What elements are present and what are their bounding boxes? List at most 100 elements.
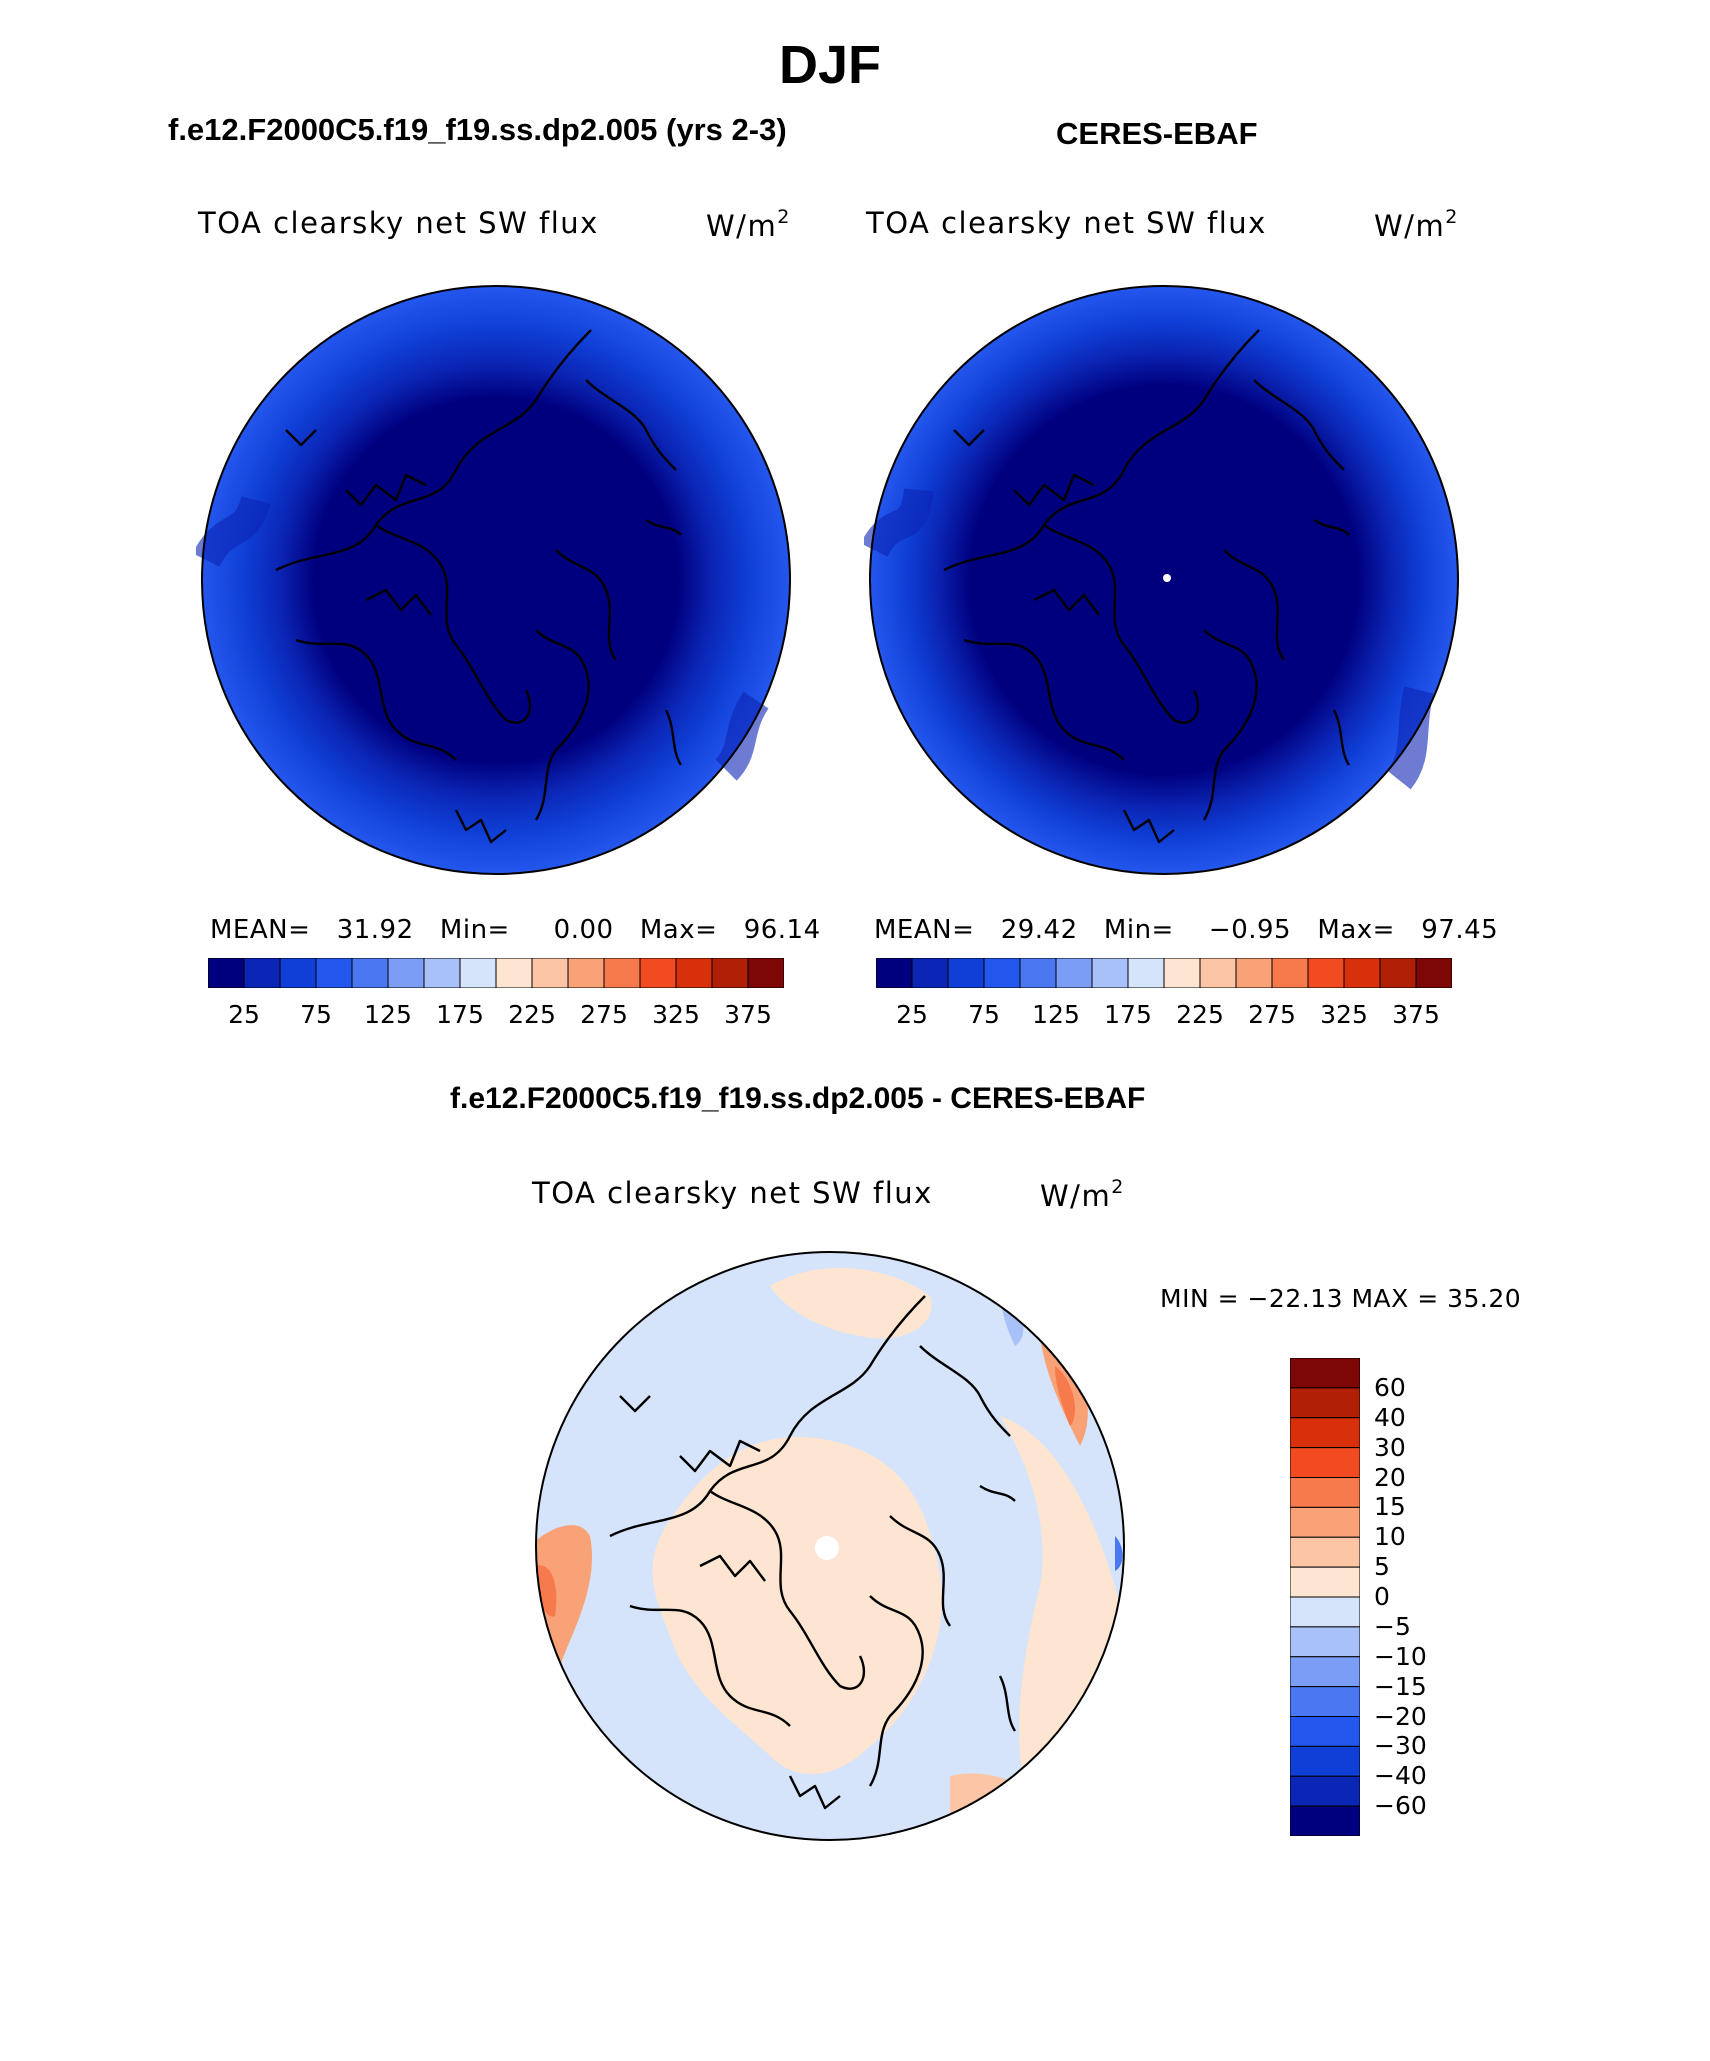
colorbar-label: 25 [896, 1000, 928, 1029]
colorbar-swatch [1289, 1566, 1361, 1598]
colorbar-label: 175 [1104, 1000, 1152, 1029]
colorbar-label: −10 [1374, 1641, 1427, 1671]
season-title: DJF [778, 35, 881, 95]
colorbar-label: 275 [1248, 1000, 1296, 1029]
colorbar-swatch [911, 957, 949, 989]
colorbar-swatch [747, 957, 785, 989]
colorbar-swatch [1289, 1686, 1361, 1717]
colorbar-swatch [603, 957, 641, 989]
obs-variable-label: TOA clearsky net SW flux [866, 206, 1267, 240]
colorbar-label: 375 [1392, 1000, 1440, 1029]
colorbar-label: −20 [1374, 1701, 1427, 1731]
colorbar-swatch [531, 957, 569, 989]
obs-polar-map [864, 285, 1459, 875]
colorbar-swatch [1235, 957, 1273, 989]
colorbar-swatch [1289, 1716, 1361, 1747]
colorbar-swatch [1019, 957, 1057, 989]
model-colorbar-labels: 25 75 125 175 225 275 325 375 [208, 1000, 784, 1030]
colorbar-swatch [207, 957, 245, 989]
diff-colorbar [1289, 1357, 1361, 1837]
colorbar-swatch [1289, 1805, 1361, 1837]
model-colorbar [207, 957, 785, 989]
colorbar-swatch [495, 957, 533, 989]
colorbar-swatch [1289, 1775, 1361, 1807]
colorbar-label: 75 [968, 1000, 1000, 1029]
colorbar-swatch [459, 957, 497, 989]
colorbar-swatch [351, 957, 389, 989]
colorbar-swatch [947, 957, 985, 989]
model-units-label: W/m2 [706, 206, 791, 243]
colorbar-swatch [983, 957, 1021, 989]
model-variable-label: TOA clearsky net SW flux [198, 206, 599, 240]
colorbar-swatch [1289, 1656, 1361, 1688]
model-case-title: f.e12.F2000C5.f19_f19.ss.dp2.005 (yrs 2-… [168, 112, 787, 147]
model-colorbar-swatches [207, 957, 785, 989]
colorbar-swatch [1289, 1745, 1361, 1777]
obs-colorbar-swatches [875, 957, 1453, 989]
colorbar-label: 15 [1374, 1492, 1406, 1522]
colorbar-label: 30 [1374, 1432, 1406, 1462]
colorbar-label: 5 [1374, 1552, 1390, 1582]
colorbar-label: 275 [580, 1000, 628, 1029]
colorbar-label: −15 [1374, 1671, 1427, 1701]
colorbar-swatch [243, 957, 281, 989]
diff-colorbar-labels: 60 40 30 20 15 10 5 0 −5 −10 −15 −20 −30 −40 −60 [1374, 1358, 1474, 1836]
model-polar-map [196, 285, 791, 875]
colorbar-swatch [279, 957, 317, 989]
obs-colorbar [875, 957, 1453, 989]
diff-units-label: W/m2 [1040, 1176, 1125, 1213]
colorbar-swatch [1289, 1506, 1361, 1538]
colorbar-label: 0 [1374, 1582, 1390, 1611]
diff-title: f.e12.F2000C5.f19_f19.ss.dp2.005 - CERES… [450, 1082, 1146, 1115]
diff-minmax: MIN = −22.13 MAX = 35.20 [1160, 1284, 1522, 1313]
colorbar-swatch [1415, 957, 1453, 989]
model-stats: MEAN= 31.92 Min= 0.00 Max= 96.14 [210, 915, 821, 945]
colorbar-swatch [1289, 1417, 1361, 1449]
colorbar-swatch [1289, 1626, 1361, 1658]
colorbar-label: 325 [1320, 1000, 1368, 1029]
obs-case-title: CERES-EBAF [1056, 116, 1258, 151]
colorbar-label: 175 [436, 1000, 484, 1029]
colorbar-label: −40 [1374, 1761, 1427, 1791]
colorbar-label: −60 [1374, 1791, 1427, 1821]
colorbar-swatch [1307, 957, 1345, 989]
colorbar-swatch [1289, 1447, 1361, 1478]
colorbar-swatch [1289, 1536, 1361, 1568]
obs-stats: MEAN= 29.42 Min= −0.95 Max= 97.45 [874, 915, 1499, 945]
colorbar-label: 375 [724, 1000, 772, 1029]
colorbar-swatch [1289, 1387, 1361, 1419]
colorbar-swatch [567, 957, 605, 989]
colorbar-swatch [1343, 957, 1381, 989]
colorbar-swatch [1289, 1357, 1361, 1389]
colorbar-label: −5 [1374, 1611, 1411, 1641]
colorbar-label: 325 [652, 1000, 700, 1029]
obs-pole-missing-dot [1163, 574, 1171, 582]
diff-pole-missing-dot [815, 1536, 839, 1560]
colorbar-swatch [1289, 1477, 1361, 1508]
colorbar-swatch [1055, 957, 1093, 989]
obs-units-label: W/m2 [1374, 206, 1459, 243]
colorbar-swatch [639, 957, 677, 989]
colorbar-label: 25 [228, 1000, 260, 1029]
colorbar-label: 125 [364, 1000, 412, 1029]
colorbar-swatch [711, 957, 749, 989]
colorbar-label: 75 [300, 1000, 332, 1029]
colorbar-swatch [675, 957, 713, 989]
colorbar-swatch [423, 957, 461, 989]
colorbar-label: 225 [508, 1000, 556, 1029]
diff-polar-map [535, 1251, 1125, 1841]
colorbar-label: 125 [1032, 1000, 1080, 1029]
colorbar-label: 40 [1374, 1402, 1406, 1432]
colorbar-swatch [1091, 957, 1129, 989]
colorbar-label: 225 [1176, 1000, 1224, 1029]
diff-colorbar-swatches [1289, 1357, 1361, 1837]
colorbar-label: −30 [1374, 1731, 1427, 1761]
colorbar-swatch [315, 957, 353, 989]
colorbar-swatch [387, 957, 425, 989]
colorbar-swatch [1199, 957, 1237, 989]
colorbar-swatch [1271, 957, 1309, 989]
obs-colorbar-labels: 25 75 125 175 225 275 325 375 [876, 1000, 1452, 1030]
colorbar-label: 10 [1374, 1522, 1406, 1552]
colorbar-swatch [875, 957, 913, 989]
colorbar-swatch [1379, 957, 1417, 989]
